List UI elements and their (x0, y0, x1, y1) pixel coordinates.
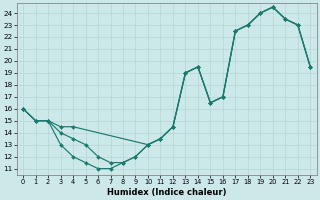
X-axis label: Humidex (Indice chaleur): Humidex (Indice chaleur) (107, 188, 227, 197)
